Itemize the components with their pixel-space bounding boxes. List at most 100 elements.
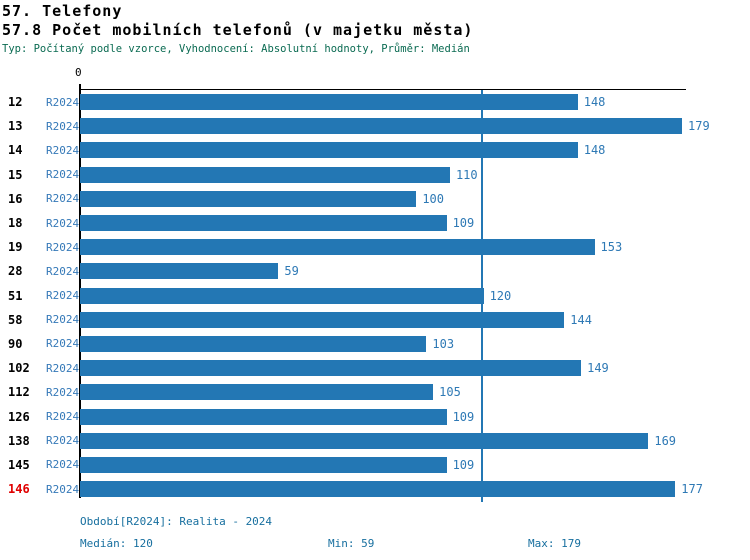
row-series-label: R2024 xyxy=(46,434,80,448)
value-bar xyxy=(80,263,279,280)
row-category-label: 15 xyxy=(8,167,23,182)
value-label: 144 xyxy=(570,312,592,327)
bar-area: 59 xyxy=(80,259,750,283)
chart-row: 51 R2024 120 xyxy=(0,284,750,308)
value-label: 110 xyxy=(455,167,478,182)
value-bar xyxy=(80,142,578,159)
row-series-label: R2024 xyxy=(46,264,80,278)
chart-meta-description: Typ: Počítaný podle vzorce, Vyhodnocení:… xyxy=(2,43,470,55)
row-series-label: R2024 xyxy=(46,143,80,157)
chart-row: 13 R2024 179 xyxy=(0,114,750,138)
value-label: 148 xyxy=(583,143,606,158)
value-bar xyxy=(80,287,484,304)
row-category-label: 13 xyxy=(8,119,23,134)
x-axis-origin-tick-label: 0 xyxy=(75,66,82,79)
value-label: 109 xyxy=(452,409,475,424)
bar-area: 149 xyxy=(80,356,750,380)
row-category-label: 28 xyxy=(8,264,23,279)
row-series-label: R2024 xyxy=(46,458,80,472)
row-series-label: R2024 xyxy=(46,337,80,351)
chart-row: 15 R2024 110 xyxy=(0,163,750,187)
row-series-label: R2024 xyxy=(46,192,80,206)
row-series-label: R2024 xyxy=(46,119,80,133)
row-category-label: 138 xyxy=(8,433,30,448)
bar-area: 105 xyxy=(80,380,750,404)
value-bar xyxy=(80,335,427,352)
bar-area: 109 xyxy=(80,211,750,235)
chart-row: 14 R2024 148 xyxy=(0,138,750,162)
value-label: 109 xyxy=(452,457,475,472)
bar-area: 169 xyxy=(80,429,750,453)
bar-area: 177 xyxy=(80,477,750,501)
row-category-label: 146 xyxy=(8,482,30,497)
value-bar xyxy=(80,239,595,256)
footer-min-stat: Min: 59 xyxy=(328,537,375,550)
chart-row: 102 R2024 149 xyxy=(0,356,750,380)
row-category-label: 102 xyxy=(8,361,30,376)
footer-period-label: Období[R2024]: Realita - 2024 xyxy=(80,515,273,528)
value-label: 103 xyxy=(432,336,455,351)
row-category-label: 14 xyxy=(8,143,23,158)
chart-row: 28 R2024 59 xyxy=(0,259,750,283)
bar-area: 153 xyxy=(80,235,750,259)
value-bar xyxy=(80,118,682,135)
row-series-label: R2024 xyxy=(46,95,80,109)
value-label: 120 xyxy=(489,288,512,303)
bar-area: 109 xyxy=(80,404,750,428)
row-category-label: 126 xyxy=(8,409,30,424)
chart-row: 146 R2024 177 xyxy=(0,477,750,501)
row-category-label: 51 xyxy=(8,288,23,303)
chart-title: 57.8 Počet mobilních telefonů (v majetku… xyxy=(2,21,474,39)
bar-chart-rows: 12 R2024 148 13 R2024 179 14 R2024 148 15 R2024 110… xyxy=(0,90,750,501)
value-label: 100 xyxy=(422,191,444,206)
row-category-label: 19 xyxy=(8,240,23,255)
bar-area: 120 xyxy=(80,284,750,308)
value-label: 169 xyxy=(654,433,677,448)
value-bar xyxy=(80,215,447,232)
value-bar xyxy=(80,432,649,449)
bar-area: 148 xyxy=(80,90,750,114)
row-category-label: 112 xyxy=(8,385,30,400)
value-label: 153 xyxy=(600,240,623,255)
value-bar xyxy=(80,311,565,328)
value-label: 109 xyxy=(452,216,475,231)
row-series-label: R2024 xyxy=(46,410,80,424)
row-category-label: 12 xyxy=(8,95,23,110)
bar-area: 109 xyxy=(80,453,750,477)
bar-area: 110 xyxy=(80,163,750,187)
value-bar xyxy=(80,456,447,473)
chart-row: 18 R2024 109 xyxy=(0,211,750,235)
bar-area: 103 xyxy=(80,332,750,356)
chart-row: 90 R2024 103 xyxy=(0,332,750,356)
value-label: 59 xyxy=(284,264,299,279)
value-label: 149 xyxy=(587,361,609,376)
row-series-label: R2024 xyxy=(46,482,80,496)
row-series-label: R2024 xyxy=(46,385,80,399)
row-series-label: R2024 xyxy=(46,313,80,327)
value-label: 177 xyxy=(681,482,703,497)
row-category-label: 145 xyxy=(8,457,30,472)
chart-row: 138 R2024 169 xyxy=(0,429,750,453)
value-bar xyxy=(80,166,450,183)
chart-row: 16 R2024 100 xyxy=(0,187,750,211)
value-label: 105 xyxy=(439,385,461,400)
footer-median-stat: Medián: 120 xyxy=(80,537,153,550)
row-category-label: 16 xyxy=(8,191,23,206)
bar-area: 179 xyxy=(80,114,750,138)
chart-row: 12 R2024 148 xyxy=(0,90,750,114)
value-bar xyxy=(80,481,676,498)
chart-row: 58 R2024 144 xyxy=(0,308,750,332)
footer-max-stat: Max: 179 xyxy=(528,537,581,550)
row-category-label: 58 xyxy=(8,312,23,327)
chart-row: 126 R2024 109 xyxy=(0,404,750,428)
value-bar xyxy=(80,94,578,111)
bar-area: 148 xyxy=(80,138,750,162)
x-axis-line xyxy=(80,89,686,90)
row-series-label: R2024 xyxy=(46,289,80,303)
row-series-label: R2024 xyxy=(46,240,80,254)
page-title: 57. Telefony xyxy=(2,2,123,20)
value-label: 148 xyxy=(583,95,606,110)
chart-row: 112 R2024 105 xyxy=(0,380,750,404)
row-series-label: R2024 xyxy=(46,168,80,182)
